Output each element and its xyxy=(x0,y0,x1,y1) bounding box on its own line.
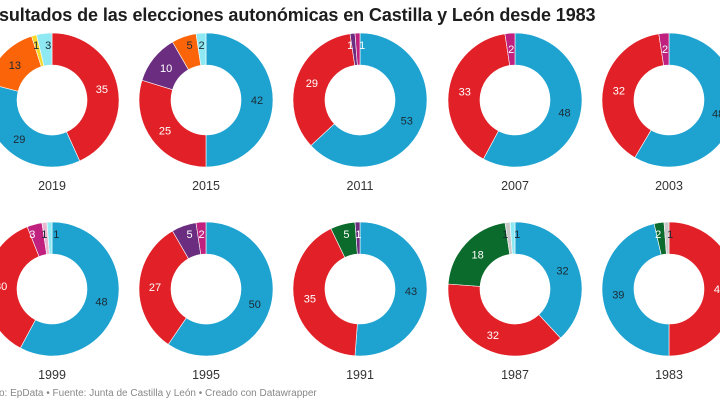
slice-label: 30 xyxy=(0,281,7,293)
slice-blue xyxy=(634,32,720,168)
slice-magenta xyxy=(354,32,361,66)
slice-red xyxy=(292,33,356,146)
year-label: 2007 xyxy=(501,179,529,193)
slice-label: 1 xyxy=(347,40,353,52)
slice-label: 2 xyxy=(199,229,205,241)
slice-red xyxy=(668,221,720,357)
slice-blue xyxy=(167,221,274,357)
slice-label: 29 xyxy=(13,134,25,146)
slice-label: 3 xyxy=(29,229,35,241)
slice-label: 35 xyxy=(96,84,108,96)
slice-label: 2 xyxy=(662,44,668,56)
slice-label: 1 xyxy=(41,229,47,241)
slice-label: 1 xyxy=(33,40,39,52)
slice-label: 39 xyxy=(612,290,624,302)
slice-label: 32 xyxy=(556,265,568,277)
slice-blue xyxy=(482,32,583,168)
slice-magenta xyxy=(504,32,516,66)
slice-label: 10 xyxy=(160,63,172,75)
slice-label: 1 xyxy=(502,229,508,241)
slice-label: 5 xyxy=(187,229,193,241)
year-label: 1999 xyxy=(38,368,66,382)
slice-label: 1 xyxy=(359,40,365,52)
slice-label: 48 xyxy=(558,107,570,119)
slice-red xyxy=(0,226,40,349)
chart-title: sultados de las elecciones autonómicas e… xyxy=(0,5,596,25)
slice-label: 48 xyxy=(95,296,107,308)
slice-label: 2 xyxy=(508,44,514,56)
slice-red xyxy=(447,283,561,357)
slice-label: 25 xyxy=(159,125,171,137)
year-label: 2019 xyxy=(38,179,66,193)
slice-label: 48 xyxy=(712,109,720,121)
donut-1995: 50 27 5 2 1995 xyxy=(138,221,274,382)
slice-label: 53 xyxy=(401,115,413,127)
slice-red xyxy=(447,33,511,160)
slice-cyan xyxy=(36,32,53,67)
slice-label: 13 xyxy=(9,60,21,72)
slice-blue xyxy=(514,221,583,339)
donut-2015: 42 25 10 5 2 2015 xyxy=(138,32,274,193)
slice-label: 2 xyxy=(655,229,661,241)
donut-2011: 53 29 1 1 2011 xyxy=(292,32,428,193)
slice-label: 50 xyxy=(249,299,261,311)
slice-magenta xyxy=(195,221,207,255)
slice-label: 1 xyxy=(355,229,361,241)
slice-label: 42 xyxy=(251,95,263,107)
slice-label: 42 xyxy=(714,284,720,296)
slice-label: 1 xyxy=(514,229,520,241)
slice-blue xyxy=(0,86,81,168)
year-label: 1987 xyxy=(501,368,529,382)
slice-label: 3 xyxy=(45,40,51,52)
donut-1987: 32 32 18 1 1 1987 xyxy=(447,221,583,382)
donut-1991: 43 35 5 1 1991 xyxy=(292,221,428,382)
slice-red xyxy=(292,228,358,357)
slice-red xyxy=(51,32,120,162)
slice-label: 5 xyxy=(187,40,193,52)
slice-label: 32 xyxy=(487,330,499,342)
slice-blue xyxy=(205,32,274,168)
slice-purple xyxy=(354,221,361,255)
year-label: 2011 xyxy=(347,179,374,193)
slice-label: 5 xyxy=(343,229,349,241)
slice-blue xyxy=(310,32,428,168)
slice-blue xyxy=(601,223,670,357)
slice-cyan xyxy=(46,221,53,255)
donut-2003: 48 32 2 2003 xyxy=(601,32,720,193)
slice-label: 33 xyxy=(459,86,471,98)
slice-red xyxy=(601,33,664,159)
slice-blue xyxy=(19,221,120,357)
slice-label: 35 xyxy=(304,293,316,305)
slice-blue xyxy=(354,221,428,357)
year-label: 2003 xyxy=(655,179,683,193)
slice-magenta xyxy=(658,32,670,66)
year-label: 2015 xyxy=(192,179,220,193)
year-label: 1983 xyxy=(655,368,683,382)
donut-2007: 48 33 2 2007 xyxy=(447,32,583,193)
slice-red xyxy=(138,79,207,168)
slice-label: 43 xyxy=(405,286,417,298)
slice-label: 1 xyxy=(53,229,59,241)
slice-label: 1 xyxy=(667,229,673,241)
year-label: 1991 xyxy=(346,368,374,382)
slice-label: 2 xyxy=(199,40,205,52)
chart-footer: o: EpData • Fuente: Junta de Castilla y … xyxy=(0,388,317,399)
slice-red xyxy=(138,230,189,345)
donut-1983: 42 39 21 1983 xyxy=(601,221,720,382)
slice-cyan xyxy=(195,32,207,66)
slice-cyan xyxy=(509,221,516,255)
slice-label: 27 xyxy=(149,282,161,294)
year-label: 1995 xyxy=(192,368,220,382)
donut-1999: 48303111999 xyxy=(0,221,120,382)
slice-label: 29 xyxy=(306,78,318,90)
donut-2019: 35 29 13 1 3 2019 xyxy=(0,32,120,193)
slice-label: 32 xyxy=(613,85,625,97)
slice-grey xyxy=(663,221,670,255)
slice-label: 18 xyxy=(471,249,483,261)
